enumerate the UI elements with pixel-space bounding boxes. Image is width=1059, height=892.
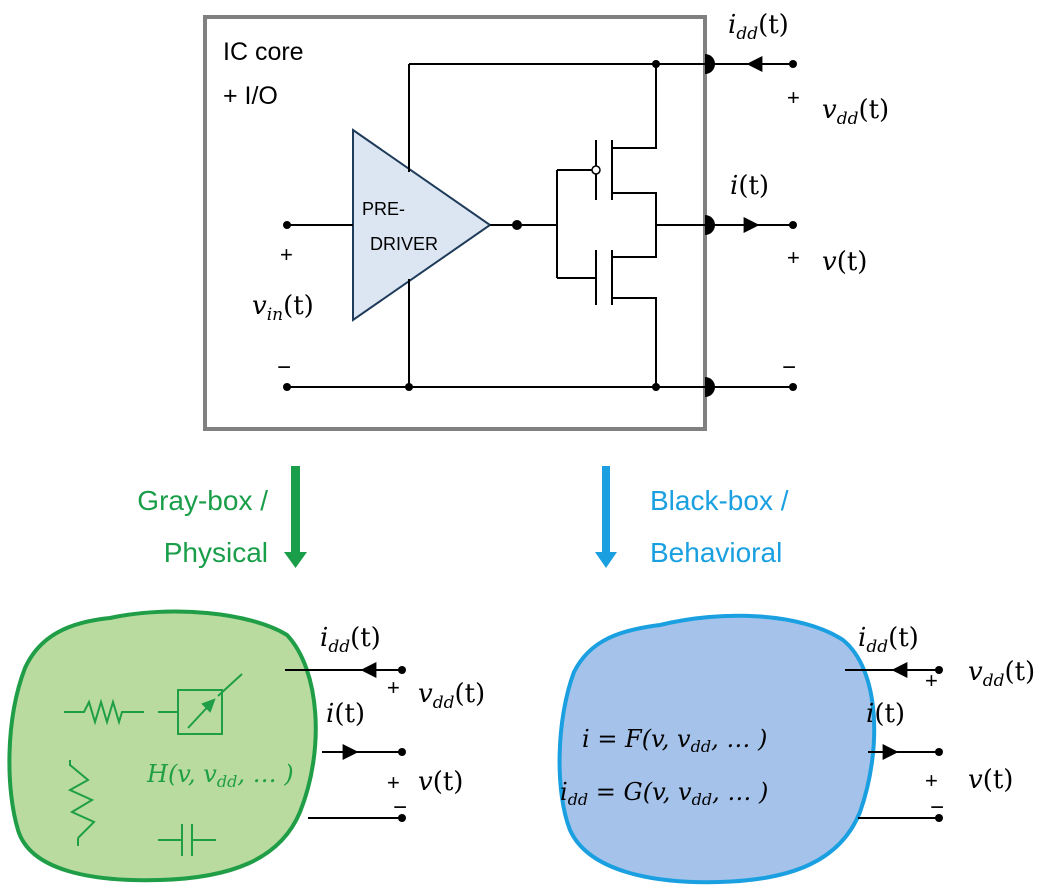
idd-label: idd(t) [728, 10, 789, 44]
v-plus: + [787, 245, 800, 270]
black-box-label-1: Black-box / [650, 485, 789, 516]
black-v-minus: − [930, 794, 944, 821]
gray-box-blob [7, 609, 318, 883]
eq-i-label: i = F(v, vdd, … ) [582, 725, 767, 756]
black-box-blob [557, 613, 877, 885]
h-function-label: H(v, vdd, … ) [146, 760, 294, 791]
i-label: i(t) [730, 171, 769, 201]
gray-v-minus: − [393, 794, 407, 821]
predriver-label-2: DRIVER [370, 234, 438, 254]
zigzag-icon [67, 764, 96, 839]
black-vdd-label: vdd(t) [968, 657, 1035, 691]
black-i-label: i(t) [866, 699, 905, 729]
predriver-label-1: PRE- [362, 199, 405, 219]
black-v-plus: + [925, 768, 938, 793]
gray-box-arrow: Gray-box / Physical [137, 466, 307, 568]
v-label: v(t) [822, 247, 867, 277]
pmos-bubble [591, 165, 601, 175]
gray-v-label: v(t) [418, 767, 463, 797]
vdd-label: vdd(t) [822, 95, 889, 129]
gray-box-label-2: Physical [164, 537, 268, 568]
vin-label: vin(t) [252, 291, 314, 325]
ic-core-label: IC core [223, 38, 304, 66]
gray-box-label-1: Gray-box / [137, 485, 268, 516]
io-label: + I/O [223, 82, 278, 110]
vdd-plus: + [787, 85, 800, 110]
vin-plus: + [280, 242, 293, 267]
black-box-arrow: Black-box / Behavioral [595, 466, 789, 568]
gray-v-plus: + [387, 770, 400, 795]
gray-idd-label: idd(t) [320, 623, 381, 657]
resistor-icon [64, 698, 144, 726]
black-idd-label: idd(t) [858, 623, 919, 657]
gray-box-model: H(v, vdd, … ) idd(t) + vdd(t) i(t) + v(t… [7, 609, 485, 883]
black-box-label-2: Behavioral [650, 537, 782, 568]
vin-minus: − [277, 354, 291, 381]
black-v-label: v(t) [968, 765, 1013, 795]
ic-core-block: IC core + I/O PRE- DRIVER [203, 10, 889, 431]
black-vdd-plus: + [925, 668, 938, 693]
black-box-model: i = F(v, vdd, … ) idd = G(v, vdd, … ) id… [557, 613, 1035, 885]
v-minus: − [782, 354, 796, 381]
gray-i-label: i(t) [326, 699, 365, 729]
eq-idd-label: idd = G(v, vdd, … ) [560, 778, 768, 809]
predriver-buffer [352, 128, 492, 322]
variable-element-icon [158, 673, 243, 735]
gray-vdd-plus: + [387, 675, 400, 700]
capacitor-icon [158, 824, 216, 856]
gray-vdd-label: vdd(t) [418, 679, 485, 713]
